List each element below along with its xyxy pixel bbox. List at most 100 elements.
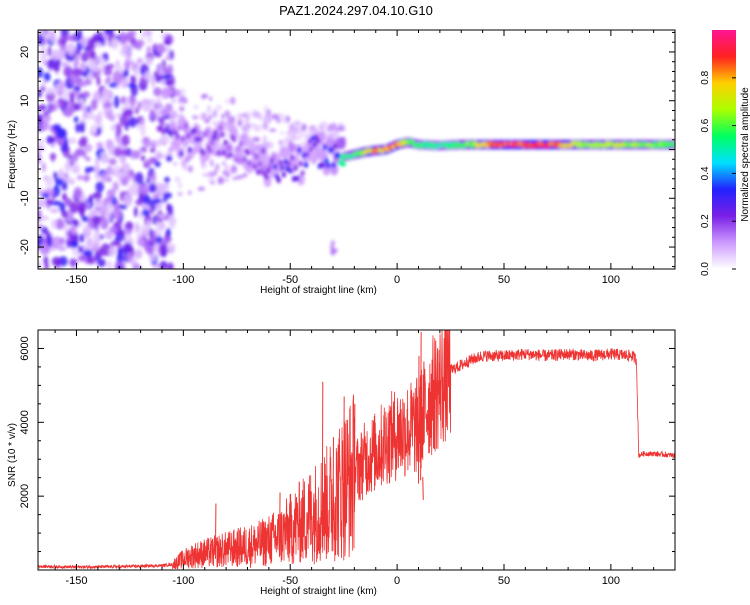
faint-speckle	[275, 118, 282, 124]
noise-speckle	[59, 202, 66, 213]
ridge-core	[240, 134, 245, 141]
noise-speckle	[165, 155, 173, 162]
ridge-core	[303, 161, 309, 168]
x-tick-label: 100	[602, 274, 620, 286]
ridge-core	[197, 136, 203, 143]
noise-speckle	[108, 114, 116, 122]
noise-speckle	[114, 164, 120, 174]
faint-speckle	[333, 130, 339, 137]
noise-speckle	[88, 58, 96, 70]
faint-speckle	[268, 128, 277, 133]
noise-speckle	[38, 105, 43, 112]
colorbar-label: Normalized spectral amplitude	[740, 87, 750, 222]
noise-speckle	[123, 60, 131, 70]
ridge-core	[245, 149, 251, 156]
noise-speckle	[46, 87, 55, 95]
noise-speckle	[41, 162, 46, 173]
spectrogram-x-axis-label: Height of straight line (km)	[260, 285, 377, 296]
noise-speckle	[38, 67, 43, 79]
noise-speckle	[38, 209, 42, 223]
ridge-core	[216, 149, 222, 156]
noise-speckle	[96, 126, 102, 135]
y-tick-label: -20	[19, 239, 31, 255]
x-tick-label: -100	[172, 274, 194, 286]
noise-speckle	[137, 41, 142, 51]
faint-speckle	[328, 123, 332, 132]
noise-speckle	[73, 86, 81, 92]
ridge-core	[324, 157, 329, 164]
noise-speckle	[100, 243, 111, 257]
faint-speckle	[263, 114, 269, 124]
noise-speckle	[78, 138, 87, 148]
noise-speckle	[55, 58, 62, 67]
faint-speckle	[241, 113, 248, 117]
noise-speckle	[60, 34, 69, 43]
faint-speckle	[251, 122, 255, 128]
noise-speckle	[88, 70, 93, 82]
faint-speckle	[193, 104, 199, 110]
noise-speckle	[118, 204, 128, 210]
noise-speckle	[48, 137, 56, 143]
ridge-core	[242, 156, 247, 163]
noise-speckle	[87, 37, 97, 50]
faint-speckle	[296, 136, 301, 140]
noise-speckle	[119, 190, 125, 202]
noise-speckle	[140, 155, 146, 162]
ridge-core	[233, 155, 239, 162]
faint-speckle	[227, 115, 236, 124]
noise-speckle	[69, 258, 78, 267]
noise-speckle	[166, 203, 171, 212]
noise-speckle	[166, 227, 171, 238]
ridge-core	[180, 135, 186, 142]
ridge-core	[249, 161, 254, 168]
ridge-core	[307, 138, 312, 145]
noise-speckle	[40, 85, 46, 92]
ridge-core	[281, 171, 287, 178]
noise-speckle	[112, 71, 122, 85]
noise-speckle	[95, 156, 100, 167]
faint-speckle	[237, 119, 242, 127]
noise-speckle	[153, 139, 163, 147]
x-tick-label: 50	[498, 274, 510, 286]
noise-speckle	[38, 141, 42, 148]
ridge-core	[220, 131, 225, 138]
faint-speckle	[221, 113, 225, 120]
noise-speckle	[101, 216, 107, 227]
faint-speckle	[177, 181, 183, 190]
noise-speckle	[108, 226, 118, 233]
noise-speckle	[51, 256, 62, 267]
noise-speckle	[100, 65, 106, 73]
ridge-core	[271, 154, 276, 161]
noise-speckle	[130, 181, 139, 192]
noise-speckle	[125, 97, 130, 110]
snr-x-ticks: -150 -100 -50 0 50 100	[54, 330, 676, 587]
faint-speckle	[242, 126, 251, 133]
noise-speckle	[100, 151, 107, 163]
faint-speckle	[170, 110, 178, 120]
faint-speckle	[232, 176, 239, 181]
faint-speckle	[217, 176, 225, 185]
noise-speckle	[104, 230, 114, 240]
noise-speckle	[136, 123, 146, 130]
noise-speckle	[103, 104, 113, 118]
faint-speckle	[200, 112, 208, 121]
noise-speckle	[51, 219, 57, 229]
noise-speckle	[57, 245, 67, 252]
noise-speckle	[123, 242, 133, 253]
ridge-core	[332, 143, 338, 150]
noise-speckle	[69, 202, 79, 214]
faint-speckle	[209, 159, 214, 167]
noise-speckle	[108, 246, 117, 257]
faint-speckle	[301, 123, 307, 132]
faint-speckle	[285, 115, 290, 123]
ridge-core	[300, 170, 305, 177]
noise-speckle	[90, 99, 98, 111]
noise-speckle	[152, 214, 158, 226]
noise-speckle	[106, 189, 116, 198]
noise-speckle	[159, 62, 164, 75]
faint-speckle	[293, 122, 299, 126]
noise-speckle	[98, 110, 103, 123]
noise-speckle	[51, 236, 62, 249]
noise-speckle	[77, 201, 87, 214]
noise-speckle	[130, 74, 137, 85]
